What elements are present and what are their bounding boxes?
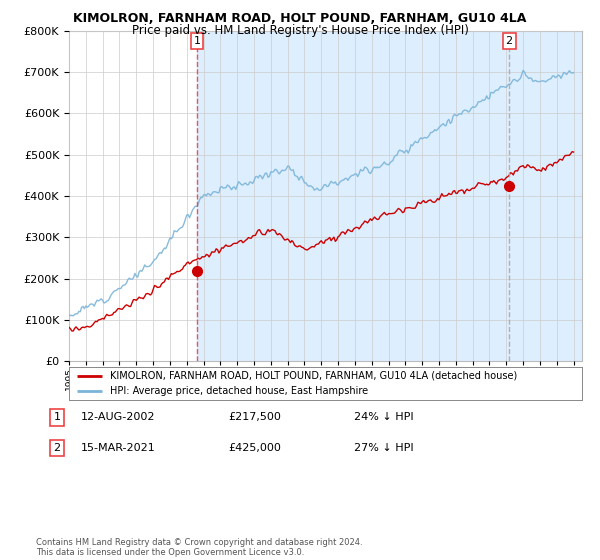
Text: Contains HM Land Registry data © Crown copyright and database right 2024.
This d: Contains HM Land Registry data © Crown c…: [36, 538, 362, 557]
Text: Price paid vs. HM Land Registry's House Price Index (HPI): Price paid vs. HM Land Registry's House …: [131, 24, 469, 37]
Text: KIMOLRON, FARNHAM ROAD, HOLT POUND, FARNHAM, GU10 4LA (detached house): KIMOLRON, FARNHAM ROAD, HOLT POUND, FARN…: [110, 371, 517, 381]
Text: 24% ↓ HPI: 24% ↓ HPI: [354, 412, 413, 422]
Text: HPI: Average price, detached house, East Hampshire: HPI: Average price, detached house, East…: [110, 386, 368, 396]
Bar: [197, 31, 599, 361]
Text: 27% ↓ HPI: 27% ↓ HPI: [354, 443, 413, 453]
Text: 2: 2: [506, 36, 513, 46]
Text: 15-MAR-2021: 15-MAR-2021: [81, 443, 156, 453]
Text: £425,000: £425,000: [228, 443, 281, 453]
Text: 12-AUG-2002: 12-AUG-2002: [81, 412, 155, 422]
Text: 1: 1: [53, 412, 61, 422]
Text: 1: 1: [193, 36, 200, 46]
Text: KIMOLRON, FARNHAM ROAD, HOLT POUND, FARNHAM, GU10 4LA: KIMOLRON, FARNHAM ROAD, HOLT POUND, FARN…: [73, 12, 527, 25]
Text: £217,500: £217,500: [228, 412, 281, 422]
Text: 2: 2: [53, 443, 61, 453]
